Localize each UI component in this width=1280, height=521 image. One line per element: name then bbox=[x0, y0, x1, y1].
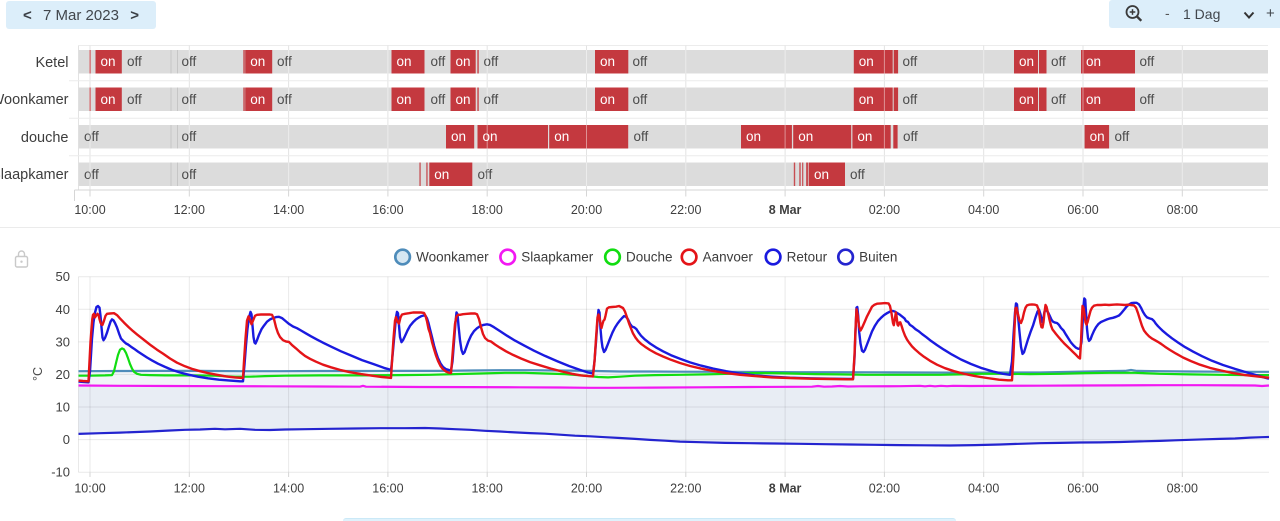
svg-text:off: off bbox=[1051, 92, 1066, 107]
svg-text:20:00: 20:00 bbox=[571, 482, 602, 496]
svg-text:off: off bbox=[182, 167, 197, 182]
svg-text:on: on bbox=[857, 129, 872, 144]
svg-text:06:00: 06:00 bbox=[1067, 203, 1098, 217]
svg-text:8 Mar: 8 Mar bbox=[769, 203, 802, 217]
svg-text:22:00: 22:00 bbox=[670, 203, 701, 217]
svg-text:50: 50 bbox=[56, 269, 70, 284]
svg-text:off: off bbox=[633, 92, 648, 107]
svg-text:12:00: 12:00 bbox=[174, 203, 205, 217]
svg-text:off: off bbox=[903, 54, 918, 69]
svg-text:off: off bbox=[431, 92, 446, 107]
svg-text:off: off bbox=[850, 167, 865, 182]
svg-text:18:00: 18:00 bbox=[472, 482, 503, 496]
svg-text:on: on bbox=[250, 92, 265, 107]
svg-text:on: on bbox=[250, 54, 265, 69]
svg-text:on: on bbox=[1090, 129, 1105, 144]
svg-text:14:00: 14:00 bbox=[273, 203, 304, 217]
svg-text:22:00: 22:00 bbox=[670, 482, 701, 496]
svg-text:16:00: 16:00 bbox=[372, 482, 403, 496]
svg-text:on: on bbox=[859, 54, 874, 69]
svg-text:off: off bbox=[127, 92, 142, 107]
svg-text:04:00: 04:00 bbox=[968, 482, 999, 496]
svg-text:off: off bbox=[903, 92, 918, 107]
svg-text:on: on bbox=[814, 167, 829, 182]
svg-text:off: off bbox=[1140, 54, 1155, 69]
svg-text:off: off bbox=[484, 54, 499, 69]
svg-text:30: 30 bbox=[56, 334, 70, 349]
svg-text:off: off bbox=[478, 167, 493, 182]
svg-text:Woonkamer: Woonkamer bbox=[416, 250, 489, 265]
svg-text:on: on bbox=[456, 92, 471, 107]
svg-text:on: on bbox=[600, 54, 615, 69]
svg-text:°C: °C bbox=[31, 367, 45, 381]
svg-text:20:00: 20:00 bbox=[571, 203, 602, 217]
svg-text:off: off bbox=[1115, 129, 1130, 144]
svg-text:on: on bbox=[1086, 54, 1101, 69]
svg-text:Buiten: Buiten bbox=[859, 250, 897, 265]
svg-text:on: on bbox=[798, 129, 813, 144]
svg-text:off: off bbox=[277, 54, 292, 69]
svg-text:douche: douche bbox=[21, 130, 69, 146]
svg-text:on: on bbox=[451, 129, 466, 144]
svg-text:40: 40 bbox=[56, 302, 70, 317]
svg-text:on: on bbox=[1019, 54, 1034, 69]
svg-text:off: off bbox=[182, 54, 197, 69]
svg-text:16:00: 16:00 bbox=[372, 203, 403, 217]
svg-text:off: off bbox=[633, 54, 648, 69]
svg-text:10:00: 10:00 bbox=[74, 482, 105, 496]
svg-text:off: off bbox=[84, 129, 99, 144]
svg-text:on: on bbox=[859, 92, 874, 107]
svg-text:on: on bbox=[101, 54, 116, 69]
svg-text:off: off bbox=[127, 54, 142, 69]
svg-text:on: on bbox=[554, 129, 569, 144]
svg-text:Aanvoer: Aanvoer bbox=[703, 250, 754, 265]
svg-text:20: 20 bbox=[56, 367, 70, 382]
svg-text:Retour: Retour bbox=[787, 250, 828, 265]
svg-text:08:00: 08:00 bbox=[1167, 203, 1198, 217]
svg-text:on: on bbox=[483, 129, 498, 144]
svg-text:on: on bbox=[600, 92, 615, 107]
svg-text:on: on bbox=[397, 54, 412, 69]
svg-text:12:00: 12:00 bbox=[174, 482, 205, 496]
svg-text:10: 10 bbox=[56, 400, 70, 415]
svg-text:off: off bbox=[277, 92, 292, 107]
svg-text:on: on bbox=[1086, 92, 1101, 107]
svg-text:off: off bbox=[84, 167, 99, 182]
svg-text:08:00: 08:00 bbox=[1167, 482, 1198, 496]
svg-text:04:00: 04:00 bbox=[968, 203, 999, 217]
svg-text:off: off bbox=[182, 129, 197, 144]
svg-text:on: on bbox=[1019, 92, 1034, 107]
svg-text:Douche: Douche bbox=[626, 250, 673, 265]
svg-text:on: on bbox=[101, 92, 116, 107]
svg-text:off: off bbox=[903, 129, 918, 144]
svg-text:-10: -10 bbox=[51, 465, 70, 480]
svg-text:0: 0 bbox=[63, 432, 70, 447]
svg-text:off: off bbox=[634, 129, 649, 144]
svg-text:off: off bbox=[182, 92, 197, 107]
svg-text:Slaapkamer: Slaapkamer bbox=[521, 250, 594, 265]
svg-text:off: off bbox=[484, 92, 499, 107]
svg-text:on: on bbox=[434, 167, 449, 182]
svg-text:on: on bbox=[397, 92, 412, 107]
svg-text:06:00: 06:00 bbox=[1067, 482, 1098, 496]
svg-text:off: off bbox=[431, 54, 446, 69]
svg-text:18:00: 18:00 bbox=[472, 203, 503, 217]
svg-text:on: on bbox=[746, 129, 761, 144]
svg-text:Slaapkamer: Slaapkamer bbox=[0, 167, 69, 183]
svg-text:02:00: 02:00 bbox=[869, 482, 900, 496]
svg-text:14:00: 14:00 bbox=[273, 482, 304, 496]
svg-text:off: off bbox=[1051, 54, 1066, 69]
svg-text:8 Mar: 8 Mar bbox=[769, 482, 802, 496]
svg-text:10:00: 10:00 bbox=[74, 203, 105, 217]
svg-text:on: on bbox=[456, 54, 471, 69]
svg-text:Ketel: Ketel bbox=[35, 55, 68, 71]
svg-text:02:00: 02:00 bbox=[869, 203, 900, 217]
svg-text:off: off bbox=[1140, 92, 1155, 107]
svg-text:Woonkamer: Woonkamer bbox=[0, 92, 69, 108]
